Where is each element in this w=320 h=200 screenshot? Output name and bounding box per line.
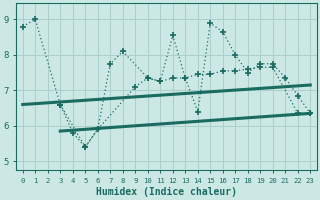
X-axis label: Humidex (Indice chaleur): Humidex (Indice chaleur) — [96, 186, 237, 197]
